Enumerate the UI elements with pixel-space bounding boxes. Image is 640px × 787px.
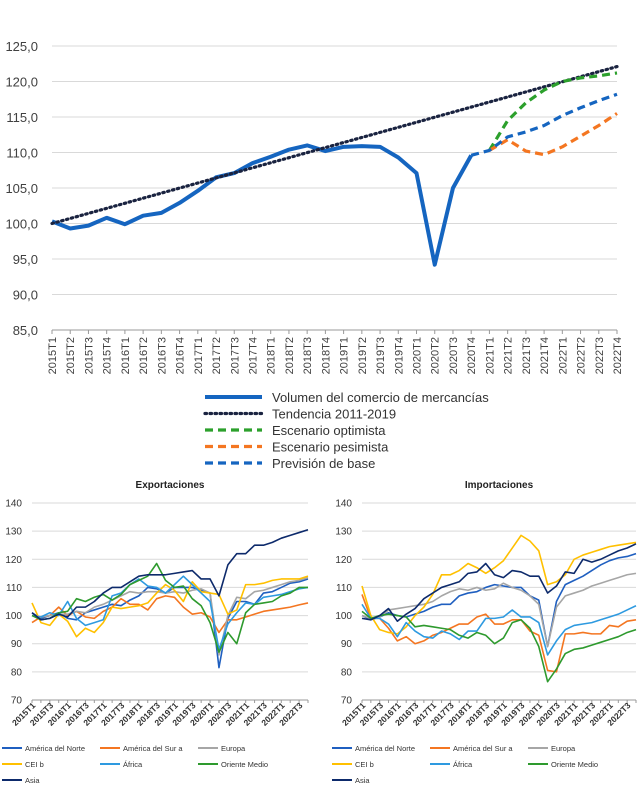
x-tick-label: 2018T4 [320,337,332,374]
x-tick-label: 2021T2 [503,337,515,374]
series-line [31,576,309,656]
legend-label: Europa [551,744,576,753]
y-tick-label: 100,0 [5,217,38,232]
legend-label: Europa [221,744,246,753]
y-tick-label: 130 [5,527,22,538]
x-tick-label: 2019T2 [357,337,369,374]
series-line [31,575,309,651]
y-tick-label: 90 [11,639,23,650]
x-tick-label: 2016T2 [138,337,150,374]
x-tick-label: 2018T1 [266,337,278,374]
series-line [51,143,473,267]
series-line [488,71,618,152]
legend-label: América del Norte [355,744,415,753]
x-tick-label: 2015T3 [83,337,95,374]
series-line [361,603,637,656]
y-tick-label: 110 [336,583,352,594]
exports-chart: Exportaciones7080901001101201301402015T1… [2,480,309,785]
legend-label: África [123,760,143,769]
legend-label: CEI b [25,760,44,769]
y-tick-label: 140 [5,499,22,510]
y-tick-label: 105,0 [5,181,38,196]
series-line [470,92,618,157]
x-tick-label: 2017T1 [193,337,205,374]
series-line [31,528,309,621]
legend-label: CEI b [355,760,374,769]
y-tick-label: 70 [11,696,23,707]
y-tick-label: 100 [335,611,352,622]
x-tick-label: 2019T3 [375,337,387,374]
legend-label: Escenario optimista [272,423,386,438]
x-tick-label: 2016T1 [120,337,132,374]
x-tick-label: 2022T2 [576,337,588,374]
legend-label: América del Norte [25,744,85,753]
y-tick-label: 80 [341,667,353,678]
x-tick-label: 2020T3 [448,337,460,374]
legend-label: Asia [355,776,370,785]
series-line [31,575,309,638]
x-tick-label: 2018T2 [284,337,296,374]
y-tick-label: 120 [5,555,22,566]
legend-label: Volumen del comercio de mercancías [272,390,489,405]
y-tick-label: 115,0 [6,110,38,125]
x-tick-label: 2021T3 [521,337,533,374]
legend-label: África [453,760,473,769]
imports-chart: Importaciones7080901001101201301402015T1… [332,480,637,785]
legend-label: Escenario pesimista [272,440,389,455]
y-tick-label: 110 [6,583,22,594]
legend-label: Oriente Medio [221,760,268,769]
series-line [31,562,308,653]
series-line [361,572,637,648]
legend-label: Asia [25,776,40,785]
series-line [361,543,637,623]
y-tick-label: 140 [335,499,352,510]
x-tick-label: 2022T1 [557,337,569,374]
series-line [488,112,618,157]
x-tick-label: 2015T2 [65,337,77,374]
x-tick-label: 2020T1 [412,337,424,374]
y-tick-label: 110,0 [6,146,38,161]
x-tick-label: 2021T1 [484,337,496,374]
x-tick-label: 2018T3 [302,337,314,374]
y-tick-label: 70 [341,696,353,707]
y-tick-label: 120,0 [5,75,38,90]
legend-label: Tendencia 2011-2019 [272,407,396,422]
y-tick-label: 90 [341,639,353,650]
series-line [361,552,637,648]
main-chart: 85,0 90,0 95,0 100,0 105,0 110,0 115,0 120,0 125… [5,39,624,471]
x-tick-label: 2022T4 [612,337,624,374]
x-tick-label: 2015T4 [102,337,114,374]
x-tick-label: 2017T4 [247,337,259,374]
x-tick-label: 2020T2 [430,337,442,374]
y-tick-label: 120 [335,555,352,566]
x-tick-label: 2017T3 [229,337,241,374]
x-tick-label: 2020T4 [466,337,478,374]
legend-label: Previsión de base [272,456,375,471]
y-tick-label: 90,0 [13,288,38,303]
x-tick-label: 2022T3 [594,337,606,374]
x-tick-label: 2016T4 [175,337,187,374]
series-line [361,610,637,683]
legend-label: Oriente Medio [551,760,598,769]
y-tick-label: 85,0 [13,323,38,338]
x-tick-label: 2015T1 [47,337,59,374]
legend-label: América del Sur a [453,744,513,753]
series-line [50,64,619,226]
x-tick-label: 2019T4 [393,337,405,374]
y-tick-label: 125,0 [5,39,38,54]
legend-label: América del Sur a [123,744,183,753]
x-tick-label: 2017T2 [211,337,223,374]
x-tick-label: 2016T3 [156,337,168,374]
chart-title: Exportaciones [136,480,205,491]
x-tick-label: 2019T1 [339,337,351,374]
x-tick-label: 2021T4 [539,337,551,374]
y-tick-label: 95,0 [13,252,38,267]
series-line [361,594,637,673]
y-tick-label: 100 [5,611,22,622]
y-tick-label: 80 [11,667,23,678]
chart-title: Importaciones [465,480,534,491]
y-tick-label: 130 [335,527,352,538]
